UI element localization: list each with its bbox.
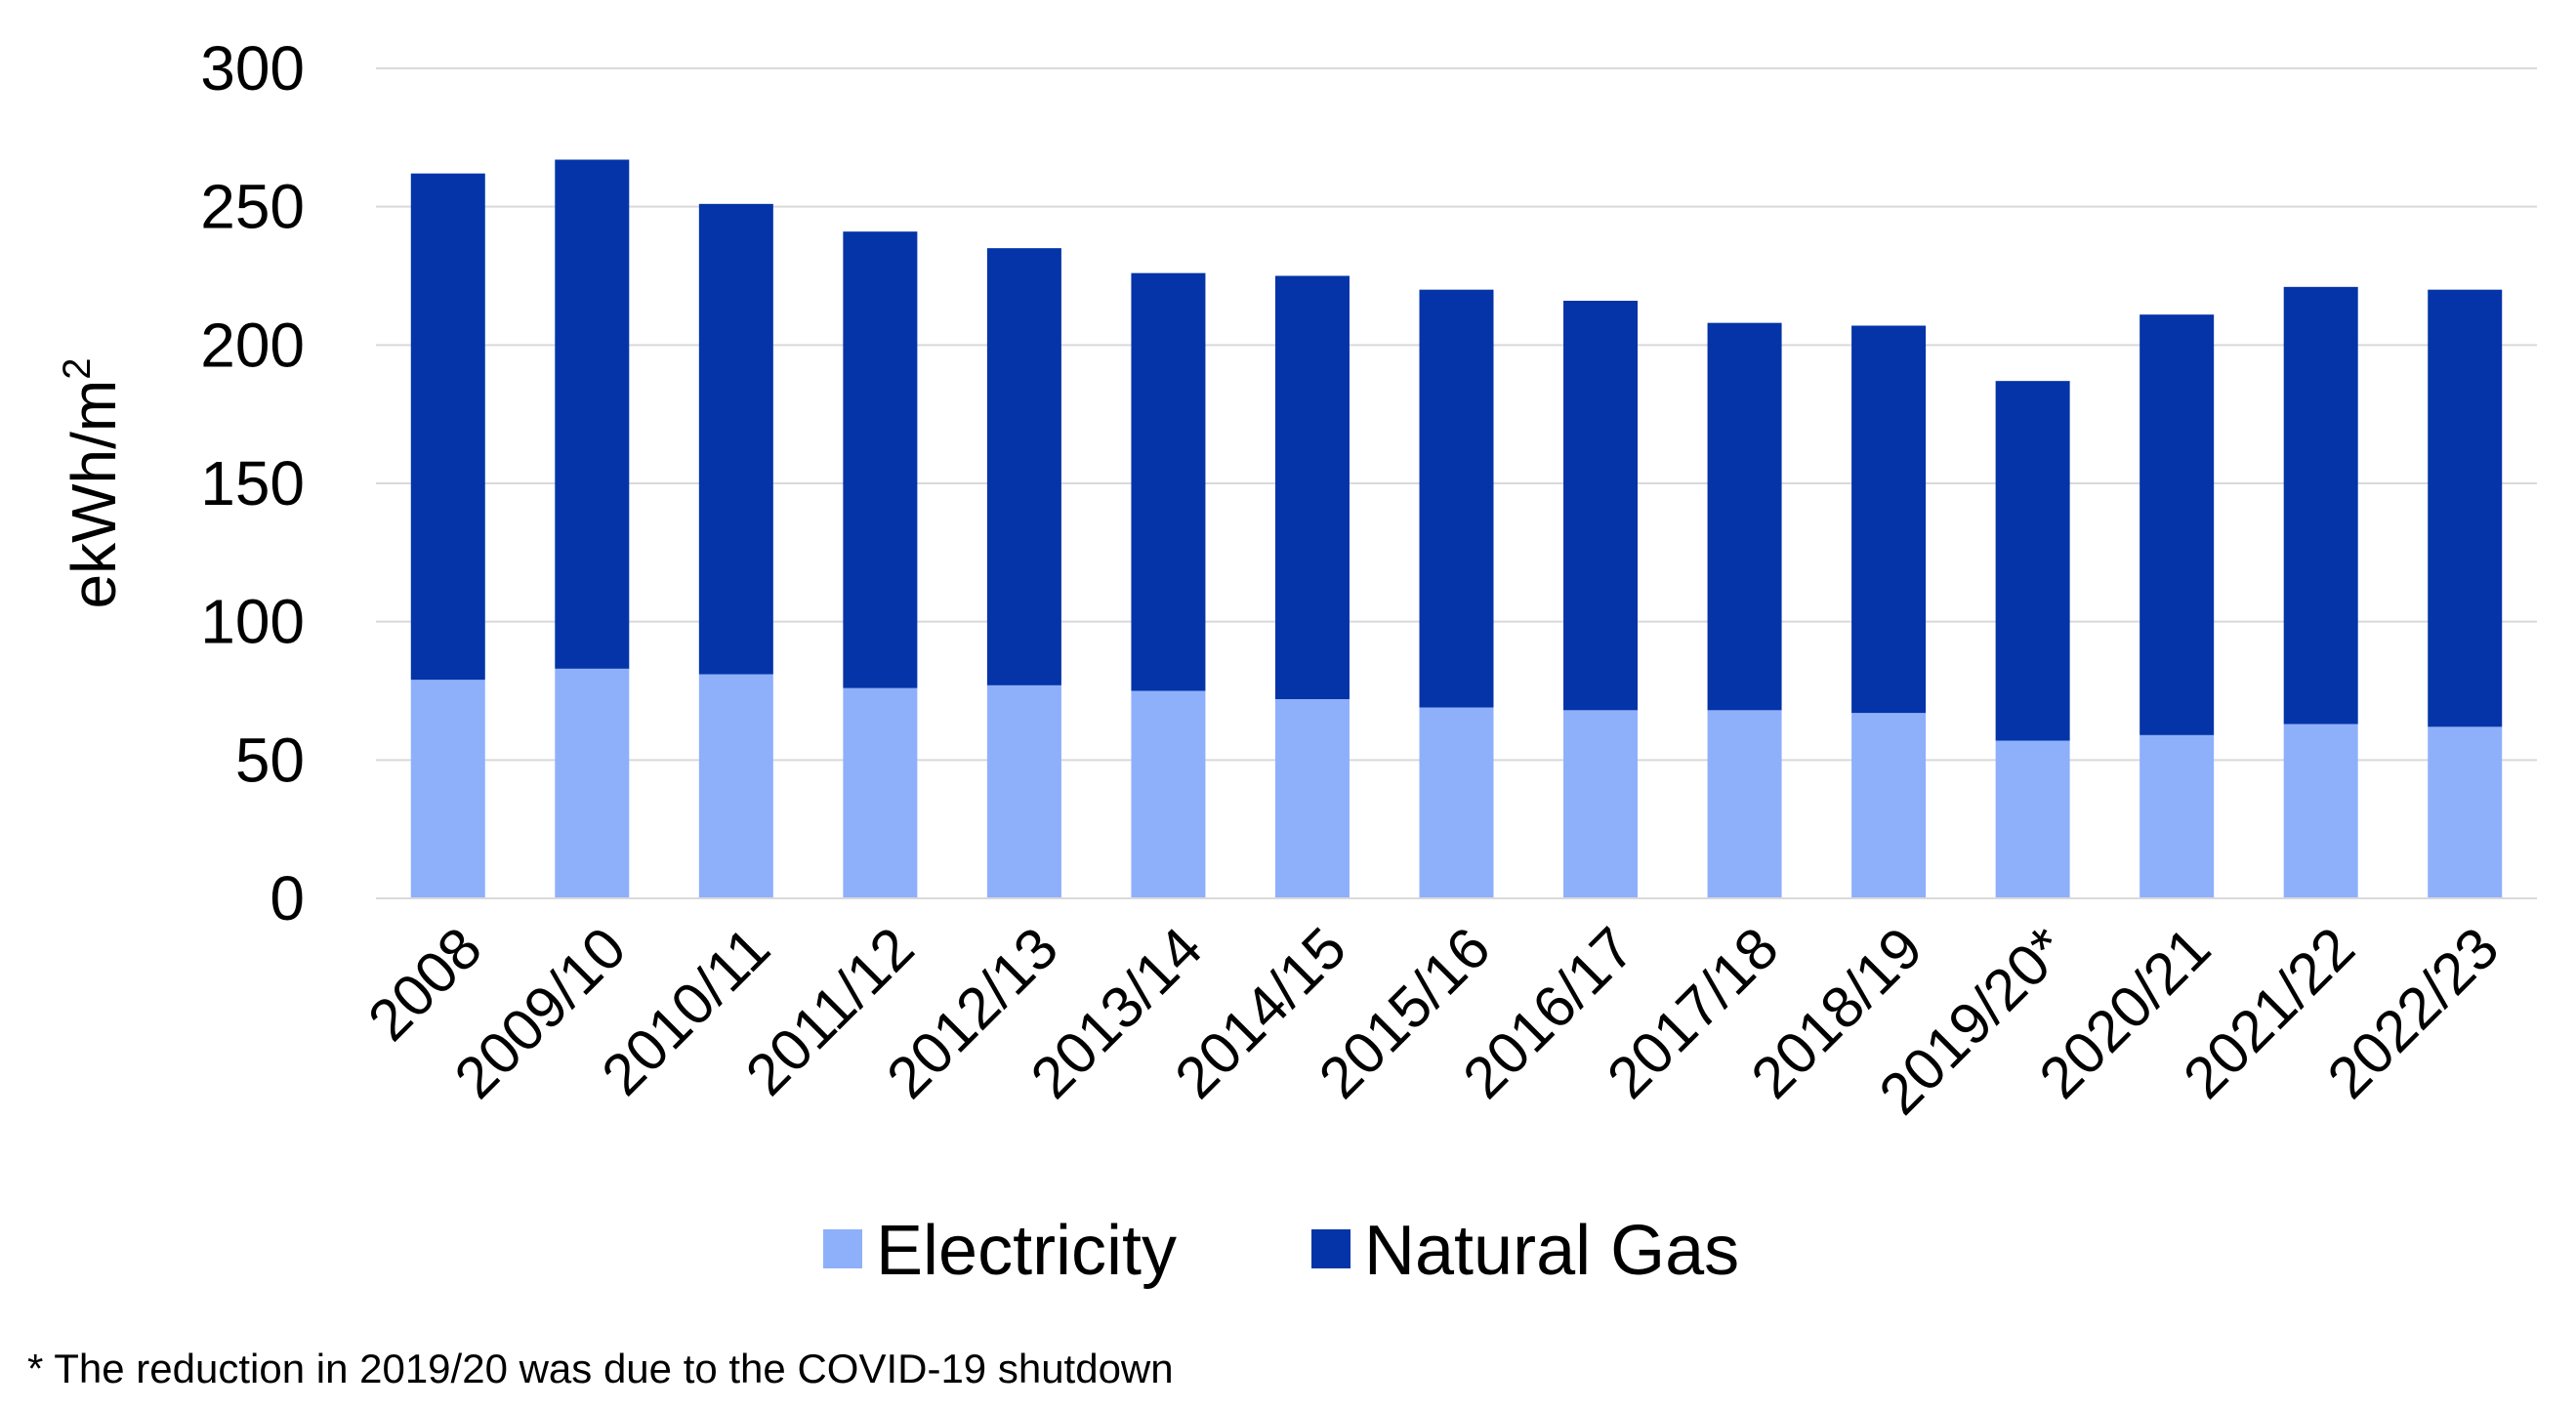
bar-electricity xyxy=(2428,726,2503,898)
y-tick-label: 50 xyxy=(235,725,305,795)
y-axis-label-superscript: 2 xyxy=(56,358,99,380)
bar-electricity xyxy=(2140,734,2215,898)
bar-electricity xyxy=(1274,699,1350,898)
bars xyxy=(410,159,2503,898)
y-axis-label-text: ekWh/m xyxy=(59,380,129,609)
y-axis-tick-labels: 0 50 100 150 200 250 300 xyxy=(200,33,305,933)
bar-electricity xyxy=(1995,740,2070,898)
y-axis-label: ekWh/m2 xyxy=(56,358,129,609)
bar-natural-gas xyxy=(1707,322,1782,711)
bar-natural-gas xyxy=(2283,286,2358,725)
y-tick-label: 100 xyxy=(200,587,305,657)
bar-electricity xyxy=(1131,690,1206,898)
bar-electricity xyxy=(1563,710,1639,898)
bar-electricity xyxy=(986,684,1061,898)
bar-natural-gas xyxy=(2140,314,2215,735)
bar-electricity xyxy=(1419,707,1494,898)
bar-natural-gas xyxy=(1131,272,1206,691)
legend-label: Natural Gas xyxy=(1364,1212,1739,1290)
bar-natural-gas xyxy=(1851,325,1927,714)
bar-natural-gas xyxy=(843,231,918,688)
bar-electricity xyxy=(555,668,630,898)
bar-natural-gas xyxy=(1995,381,2070,741)
bar-natural-gas xyxy=(986,248,1061,685)
y-tick-label: 250 xyxy=(200,172,305,242)
bar-electricity xyxy=(1707,710,1782,898)
bar-natural-gas xyxy=(555,159,630,669)
y-tick-label: 200 xyxy=(200,310,305,380)
y-tick-label: 300 xyxy=(200,33,305,104)
bar-natural-gas xyxy=(2428,289,2503,727)
bar-electricity xyxy=(410,680,485,898)
legend: Electricity Natural Gas xyxy=(823,1212,1739,1290)
x-axis-tick-labels: 20082009/102010/112011/122012/132013/142… xyxy=(355,915,2511,1127)
bar-natural-gas xyxy=(1563,301,1639,711)
legend-swatch-natural-gas xyxy=(1311,1229,1350,1268)
bar-natural-gas xyxy=(698,203,773,675)
legend-label: Electricity xyxy=(876,1212,1177,1290)
bar-electricity xyxy=(1851,713,1927,898)
bar-electricity xyxy=(843,687,918,898)
bar-natural-gas xyxy=(1274,275,1350,699)
bar-natural-gas xyxy=(410,173,485,681)
footnote: * The reduction in 2019/20 was due to th… xyxy=(27,1346,1174,1391)
y-tick-label: 150 xyxy=(200,448,305,518)
y-tick-label: 0 xyxy=(270,863,305,933)
bar-electricity xyxy=(698,674,773,898)
bar-electricity xyxy=(2283,724,2358,898)
legend-swatch-electricity xyxy=(823,1229,862,1268)
bar-natural-gas xyxy=(1419,289,1494,708)
